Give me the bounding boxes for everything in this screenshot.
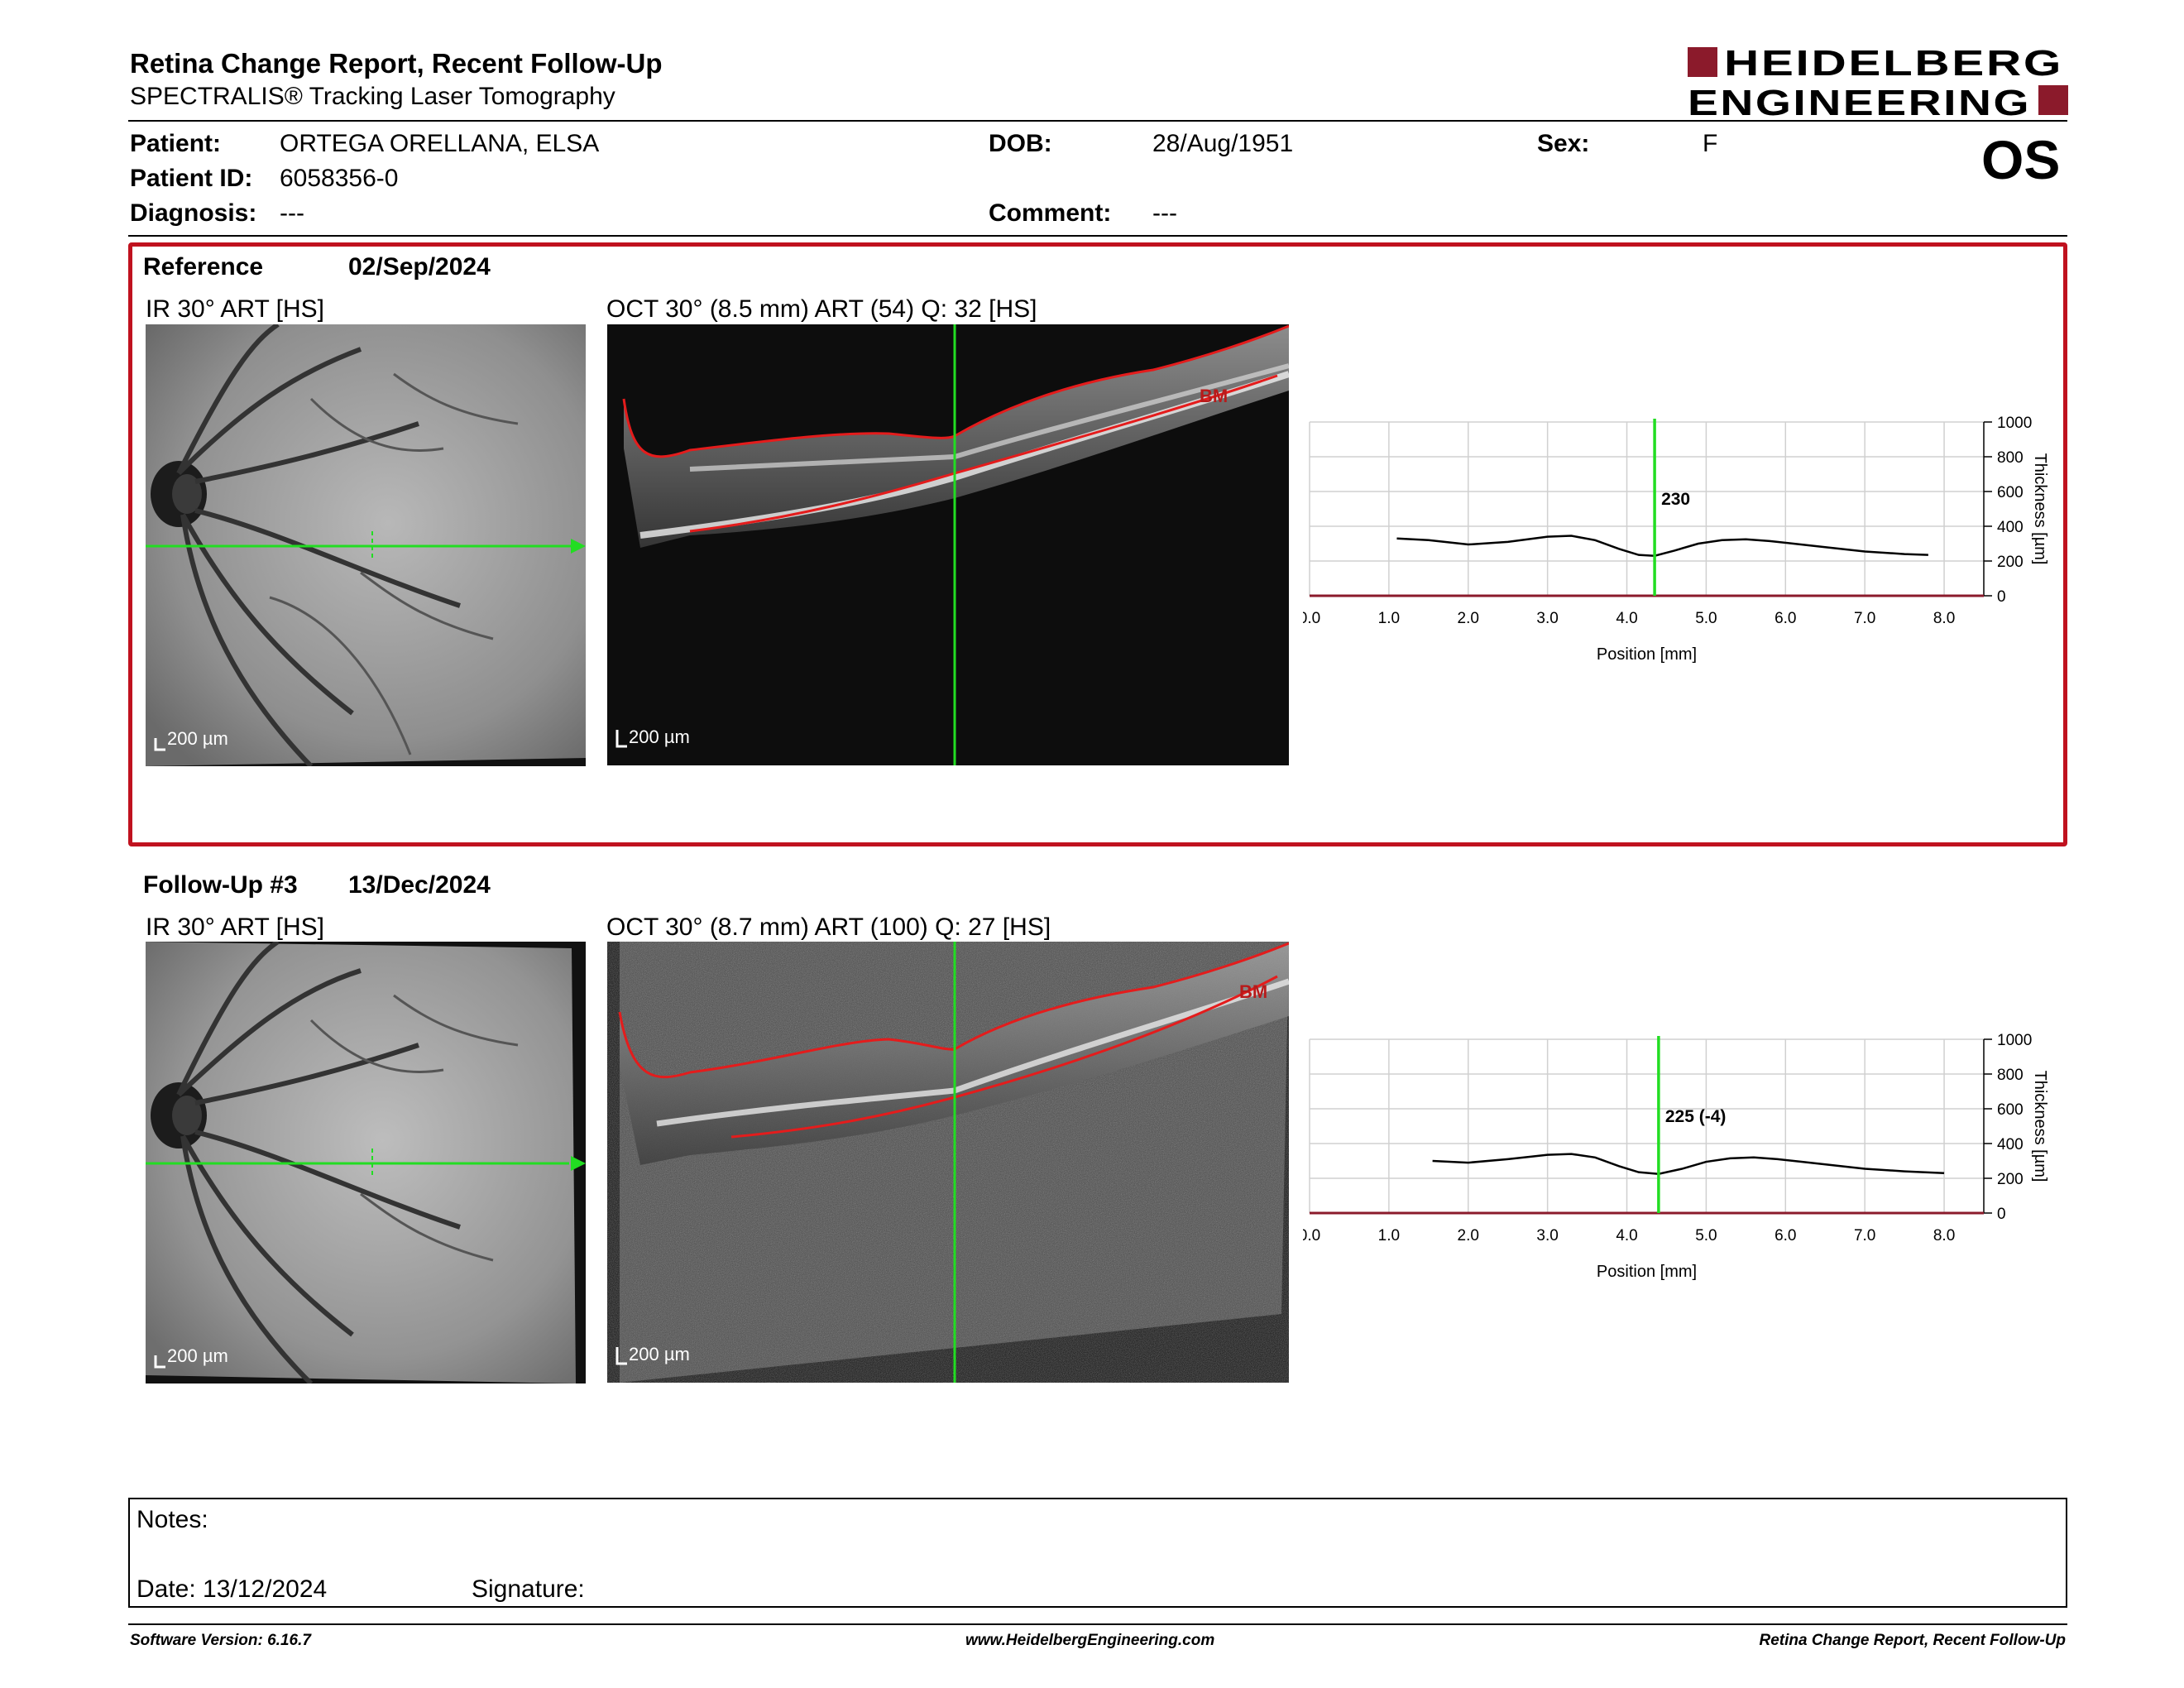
followup-oct-scale: 200 µm xyxy=(629,1344,690,1364)
dob-label: DOB: xyxy=(989,130,1052,157)
reference-ir-title: IR 30° ART [HS] xyxy=(146,295,324,323)
notes-date: Date: 13/12/2024 xyxy=(136,1575,328,1603)
x-tick-label: 3.0 xyxy=(1536,1227,1558,1244)
comment-label: Comment: xyxy=(989,199,1112,227)
report-title: Retina Change Report, Recent Follow-Up xyxy=(130,48,663,79)
followup-ir-scale: 200 µm xyxy=(167,1345,228,1366)
y-tick-label: 0 xyxy=(1997,588,2006,606)
logo-line2: ENGINEERING xyxy=(1688,83,2031,118)
footer-website[interactable]: www.HeidelbergEngineering.com xyxy=(965,1632,1215,1649)
followup-date: 13/Dec/2024 xyxy=(348,871,491,899)
x-tick-label: 1.0 xyxy=(1378,610,1400,627)
diagnosis-value: --- xyxy=(280,199,304,227)
y-axis-label: Thickness [µm] xyxy=(2031,1071,2049,1182)
reference-ir-scale: 200 µm xyxy=(167,728,228,749)
y-tick-label: 600 xyxy=(1997,1101,2024,1119)
logo-line1: HEIDELBERG xyxy=(1724,46,2063,84)
reference-bm-label: BM xyxy=(1200,386,1228,406)
x-tick-label: 6.0 xyxy=(1774,610,1796,627)
reference-label: Reference xyxy=(143,253,264,281)
dob-value: 28/Aug/1951 xyxy=(1152,130,1294,157)
x-tick-label: 8.0 xyxy=(1933,1227,1955,1244)
y-tick-label: 200 xyxy=(1997,554,2024,571)
eye-laterality: OS xyxy=(1981,129,2061,190)
reference-oct-image: BM 200 µm xyxy=(607,324,1289,765)
followup-oct-image: BM 200 µm xyxy=(607,942,1289,1383)
cursor-value-label: 230 xyxy=(1661,490,1690,509)
x-axis-label: Position [mm] xyxy=(1597,645,1697,664)
y-tick-label: 1000 xyxy=(1997,1032,2032,1049)
patient-name: ORTEGA ORELLANA, ELSA xyxy=(280,130,600,157)
thickness-line xyxy=(1396,535,1928,557)
y-tick-label: 200 xyxy=(1997,1171,2024,1188)
footer-report-name: Retina Change Report, Recent Follow-Up xyxy=(1759,1632,2066,1649)
notes-box: Notes: Date: 13/12/2024 Signature: xyxy=(128,1498,2067,1608)
x-tick-label: 5.0 xyxy=(1695,610,1717,627)
comment-value: --- xyxy=(1152,199,1177,227)
y-tick-label: 0 xyxy=(1997,1206,2006,1223)
footer-software-version: Software Version: 6.16.7 xyxy=(130,1632,311,1649)
reference-thickness-chart: 0.0 1.0 2.0 3.0 4.0 5.0 6.0 7.0 8.0 0 200 400 600 800… xyxy=(1303,415,2049,664)
notes-label: Notes: xyxy=(136,1506,208,1533)
y-axis-label: Thickness [µm] xyxy=(2031,453,2049,565)
y-tick-label: 600 xyxy=(1997,484,2024,501)
y-tick-label: 400 xyxy=(1997,1136,2024,1153)
cursor-value-label: 225 (-4) xyxy=(1665,1107,1727,1126)
y-tick-label: 800 xyxy=(1997,1067,2024,1084)
reference-ir-image: 200 µm xyxy=(146,324,586,766)
x-tick-label: 7.0 xyxy=(1854,1227,1875,1244)
x-tick-label: 0.0 xyxy=(1303,610,1320,627)
signature-label: Signature: xyxy=(472,1575,585,1603)
x-tick-label: 1.0 xyxy=(1378,1227,1400,1244)
followup-ir-title: IR 30° ART [HS] xyxy=(146,914,324,941)
reference-oct-title: OCT 30° (8.5 mm) ART (54) Q: 32 [HS] xyxy=(606,295,1037,323)
x-axis-label: Position [mm] xyxy=(1597,1263,1697,1281)
x-tick-label: 4.0 xyxy=(1616,1227,1637,1244)
x-tick-label: 2.0 xyxy=(1458,1227,1479,1244)
reference-date: 02/Sep/2024 xyxy=(348,253,491,281)
y-tick-label: 400 xyxy=(1997,519,2024,536)
patient-id: 6058356-0 xyxy=(280,165,399,192)
x-tick-label: 2.0 xyxy=(1458,610,1479,627)
x-tick-label: 8.0 xyxy=(1933,610,1955,627)
diagnosis-label: Diagnosis: xyxy=(130,199,257,227)
report-subtitle: SPECTRALIS® Tracking Laser Tomography xyxy=(130,83,615,110)
x-tick-label: 4.0 xyxy=(1616,610,1637,627)
patient-label: Patient: xyxy=(130,130,222,157)
reference-oct-scale: 200 µm xyxy=(629,727,690,747)
x-tick-label: 6.0 xyxy=(1774,1227,1796,1244)
patient-id-label: Patient ID: xyxy=(130,165,253,192)
followup-oct-title: OCT 30° (8.7 mm) ART (100) Q: 27 [HS] xyxy=(606,914,1051,941)
y-tick-label: 800 xyxy=(1997,449,2024,467)
sex-label: Sex: xyxy=(1537,130,1590,157)
x-tick-label: 5.0 xyxy=(1695,1227,1717,1244)
x-tick-label: 3.0 xyxy=(1536,610,1558,627)
followup-thickness-chart: 0.0 1.0 2.0 3.0 4.0 5.0 6.0 7.0 8.0 0 200 400 600 800… xyxy=(1303,1032,2049,1281)
followup-label: Follow-Up #3 xyxy=(143,871,298,899)
heidelberg-logo: HEIDELBERG ENGINEERING xyxy=(1688,46,2068,118)
thickness-line xyxy=(1432,1153,1945,1176)
x-tick-label: 0.0 xyxy=(1303,1227,1320,1244)
y-tick-label: 1000 xyxy=(1997,415,2032,432)
reference-box xyxy=(128,242,2067,846)
followup-bm-label: BM xyxy=(1239,981,1268,1002)
followup-ir-image: 200 µm xyxy=(146,942,586,1383)
x-tick-label: 7.0 xyxy=(1854,610,1875,627)
sex-value: F xyxy=(1703,130,1718,157)
